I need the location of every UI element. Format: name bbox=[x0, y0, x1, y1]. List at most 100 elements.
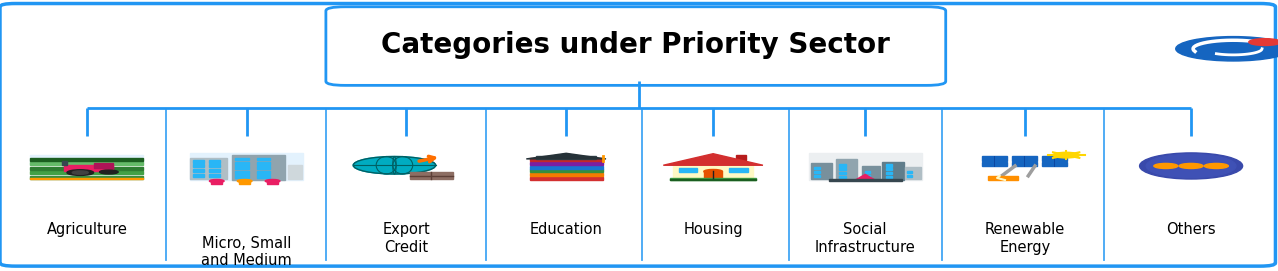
Bar bbox=[1012, 156, 1036, 161]
Bar bbox=[883, 162, 904, 180]
Circle shape bbox=[704, 169, 722, 173]
Bar bbox=[529, 169, 603, 172]
Bar bbox=[193, 160, 204, 163]
Bar bbox=[814, 175, 820, 177]
Bar bbox=[840, 168, 846, 170]
Bar bbox=[235, 162, 249, 165]
Bar bbox=[529, 158, 603, 161]
Bar bbox=[31, 162, 143, 165]
Circle shape bbox=[1180, 163, 1203, 169]
Bar bbox=[736, 155, 746, 160]
Bar bbox=[529, 166, 603, 169]
Bar bbox=[257, 166, 270, 169]
Bar bbox=[529, 162, 603, 165]
Bar bbox=[193, 174, 204, 176]
Bar bbox=[670, 179, 757, 180]
Bar bbox=[31, 176, 143, 179]
Bar bbox=[861, 166, 881, 179]
Ellipse shape bbox=[1146, 154, 1236, 178]
Bar bbox=[64, 164, 114, 171]
Bar bbox=[529, 173, 603, 176]
Bar bbox=[886, 168, 892, 170]
Bar bbox=[810, 163, 832, 179]
Bar bbox=[31, 171, 143, 174]
Bar bbox=[982, 162, 1007, 166]
Text: Categories under Priority Sector: Categories under Priority Sector bbox=[381, 31, 891, 59]
Text: Agriculture: Agriculture bbox=[46, 222, 128, 237]
Ellipse shape bbox=[1140, 153, 1242, 179]
Bar bbox=[1012, 162, 1036, 166]
Circle shape bbox=[353, 157, 436, 174]
Bar bbox=[886, 176, 892, 178]
Bar bbox=[1042, 162, 1067, 166]
Bar bbox=[210, 164, 220, 167]
Bar bbox=[840, 176, 846, 178]
Text: Others: Others bbox=[1167, 222, 1215, 237]
Bar bbox=[809, 153, 921, 180]
Bar bbox=[988, 176, 1019, 180]
Bar bbox=[288, 164, 303, 179]
Circle shape bbox=[1204, 163, 1228, 169]
Circle shape bbox=[1154, 163, 1178, 169]
FancyBboxPatch shape bbox=[326, 7, 946, 85]
Bar bbox=[814, 167, 820, 169]
Bar bbox=[257, 175, 270, 178]
Polygon shape bbox=[527, 153, 606, 159]
Text: Housing: Housing bbox=[684, 222, 743, 237]
Bar bbox=[982, 156, 1007, 161]
Bar bbox=[235, 166, 249, 169]
Bar bbox=[814, 171, 820, 173]
Bar bbox=[31, 157, 143, 161]
Bar bbox=[31, 178, 143, 179]
Bar bbox=[210, 160, 220, 163]
Bar bbox=[679, 168, 698, 172]
Text: Export
Credit: Export Credit bbox=[382, 222, 431, 255]
Bar bbox=[828, 179, 902, 181]
Bar bbox=[211, 181, 222, 183]
Circle shape bbox=[1176, 37, 1278, 61]
Text: Renewable
Energy: Renewable Energy bbox=[985, 222, 1065, 255]
Bar bbox=[907, 175, 912, 177]
Bar bbox=[93, 163, 114, 168]
Bar bbox=[886, 172, 892, 175]
Bar bbox=[1042, 156, 1067, 161]
Bar bbox=[728, 168, 748, 172]
Bar bbox=[235, 171, 249, 173]
Text: Social
Infrastructure: Social Infrastructure bbox=[815, 222, 915, 255]
Bar bbox=[840, 172, 846, 175]
Bar bbox=[410, 172, 452, 179]
Circle shape bbox=[73, 171, 88, 174]
Bar bbox=[233, 155, 285, 180]
Circle shape bbox=[1053, 152, 1080, 158]
Bar bbox=[537, 156, 596, 159]
Bar bbox=[61, 161, 66, 165]
Bar bbox=[865, 175, 870, 177]
Bar bbox=[235, 158, 249, 160]
Bar bbox=[190, 157, 226, 179]
Circle shape bbox=[210, 179, 224, 183]
Bar bbox=[193, 164, 204, 167]
Bar bbox=[210, 174, 220, 176]
FancyBboxPatch shape bbox=[0, 4, 1275, 266]
Bar bbox=[190, 153, 303, 180]
Bar bbox=[257, 158, 270, 160]
Bar bbox=[905, 167, 921, 179]
Bar bbox=[840, 164, 846, 166]
Bar bbox=[670, 178, 757, 180]
Bar bbox=[704, 172, 722, 178]
Circle shape bbox=[266, 179, 280, 183]
Bar bbox=[193, 169, 204, 172]
Bar bbox=[31, 155, 143, 164]
Bar bbox=[529, 177, 603, 180]
Bar bbox=[886, 164, 892, 166]
Text: Micro, Small
and Medium
Enterprises: Micro, Small and Medium Enterprises bbox=[201, 236, 293, 271]
Circle shape bbox=[66, 170, 93, 175]
Polygon shape bbox=[855, 175, 875, 180]
Bar bbox=[239, 181, 250, 183]
Circle shape bbox=[100, 170, 118, 174]
Bar bbox=[865, 171, 870, 173]
Text: Education: Education bbox=[529, 222, 603, 237]
Bar bbox=[257, 171, 270, 173]
Bar bbox=[235, 175, 249, 178]
Bar bbox=[836, 159, 858, 180]
